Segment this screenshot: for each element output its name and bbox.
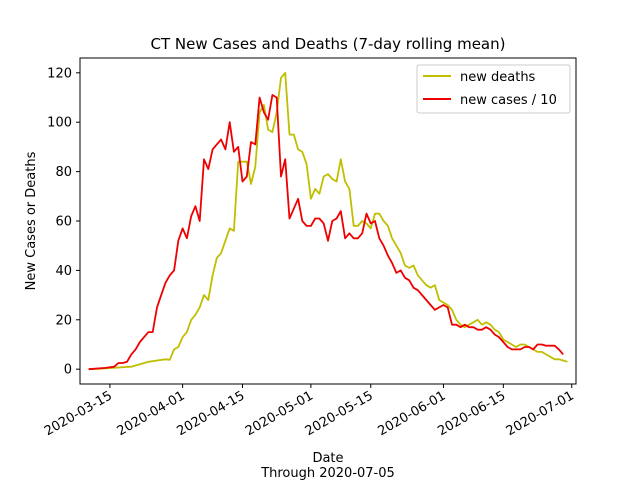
legend-label-new-cases: new cases / 10	[460, 93, 557, 108]
x-tick-label: 2020-04-15	[175, 388, 248, 439]
x-tick-label: 2020-06-15	[435, 388, 508, 439]
y-axis: 0 20 40 60 80 100 120	[47, 66, 80, 378]
chart-title: CT New Cases and Deaths (7-day rolling m…	[151, 35, 506, 53]
series-line-new-deaths	[88, 71, 568, 371]
x-axis: 2020-03-15 2020-04-012020-04-152020-05-01…	[42, 384, 577, 439]
x-axis-label: Date	[312, 451, 343, 466]
series-line-new-cases	[88, 94, 564, 371]
x-tick-label: 2020-07-01	[504, 388, 577, 439]
y-tick-label: 0	[64, 363, 72, 378]
legend-box	[416, 64, 571, 114]
y-tick-label: 20	[55, 313, 72, 328]
series-lines	[88, 71, 568, 371]
y-tick-label: 40	[55, 264, 72, 279]
x-axis-sublabel: Through 2020-07-05	[260, 466, 395, 480]
x-tick-label: 2020-05-15	[303, 388, 376, 439]
legend-label-new-deaths: new deaths	[460, 70, 536, 85]
x-tick-label: 2020-03-15	[42, 388, 115, 439]
y-tick-label: 100	[47, 116, 72, 131]
legend: new deaths new cases / 10	[416, 64, 571, 114]
y-tick-label: 60	[55, 215, 72, 230]
y-axis-label: New Cases or Deaths	[24, 151, 39, 290]
y-tick-label: 120	[47, 66, 72, 81]
y-tick-label: 80	[55, 165, 72, 180]
